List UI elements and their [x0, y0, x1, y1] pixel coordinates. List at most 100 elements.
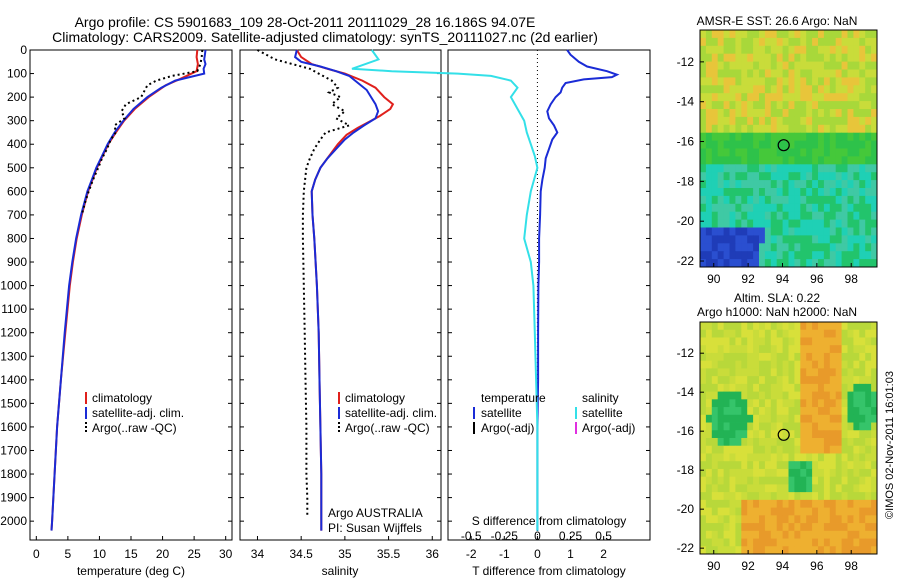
map-cell	[776, 538, 783, 547]
map-cell	[770, 476, 778, 485]
map-cell	[823, 61, 831, 70]
map-cell	[859, 164, 866, 173]
map-cell	[859, 101, 866, 110]
map-cell	[723, 453, 730, 462]
map-cell	[841, 499, 848, 508]
map-cell	[812, 156, 819, 165]
map-cell	[764, 352, 772, 362]
map-cell	[806, 337, 813, 346]
map-cell	[782, 116, 789, 126]
map-cell	[812, 368, 819, 377]
map-cell	[788, 30, 795, 39]
map-cell	[729, 507, 736, 516]
map-cell	[764, 376, 772, 385]
map-cell	[800, 227, 807, 236]
map-cell	[759, 203, 766, 213]
map-cell	[764, 85, 772, 94]
map-cell	[847, 383, 854, 392]
map-cell	[705, 515, 713, 524]
map-cell	[847, 37, 854, 47]
map-cell	[847, 345, 854, 354]
map-cell	[788, 61, 795, 70]
map-cell	[853, 259, 860, 268]
map-cell	[735, 235, 742, 244]
map-cell	[717, 492, 724, 501]
map-cell	[723, 329, 730, 338]
map-cell	[794, 235, 801, 244]
map-cell	[770, 492, 778, 501]
map-cell	[871, 69, 878, 78]
map-cell	[776, 376, 783, 385]
map-cell	[717, 337, 724, 346]
map-cell	[747, 203, 754, 213]
map-cell	[770, 345, 778, 354]
map-x-tick-label: 98	[845, 272, 859, 286]
map-cell	[753, 468, 760, 478]
map-cell	[723, 368, 730, 377]
map-cell	[729, 453, 736, 462]
map-cell	[812, 523, 819, 532]
map-cell	[812, 461, 819, 470]
map-cell	[829, 85, 837, 94]
map-cell	[829, 203, 837, 213]
map-cell	[812, 499, 819, 508]
annotation-pi: PI: Susan Wijffels	[328, 521, 422, 535]
map-cell	[829, 515, 837, 524]
map-cell	[847, 376, 854, 385]
map-cell	[794, 499, 801, 508]
map-cell	[823, 376, 831, 385]
map-cell	[859, 438, 866, 447]
map-cell	[800, 368, 807, 377]
map-cell	[735, 188, 742, 197]
difference-panel	[447, 49, 651, 541]
map-cell	[747, 499, 754, 508]
map-cell	[759, 345, 766, 354]
map-cell	[841, 484, 848, 493]
map-cell	[753, 391, 760, 400]
map-cell	[711, 345, 719, 354]
map-cell	[700, 360, 707, 369]
map-cell	[853, 430, 860, 439]
map-cell	[841, 438, 848, 447]
depth-tick-label: 1100	[1, 302, 27, 316]
map-cell	[729, 203, 736, 213]
map-cell	[806, 430, 813, 439]
map-cell	[705, 45, 713, 55]
map-cell	[711, 140, 719, 149]
map-cell	[711, 407, 719, 416]
salinity-satellite-line	[293, 49, 380, 531]
map-cell	[782, 251, 789, 260]
map-cell	[818, 203, 825, 213]
map-cell	[776, 352, 783, 362]
map-cell	[859, 329, 866, 338]
map-cell	[711, 61, 719, 70]
map-cell	[764, 53, 772, 62]
map-cell	[741, 523, 748, 532]
map-cell	[806, 399, 813, 408]
map-cell	[865, 30, 872, 39]
map-cell	[711, 438, 719, 447]
map-cell	[859, 407, 866, 416]
map-cell	[871, 211, 878, 220]
map-cell	[865, 85, 872, 94]
map-cell	[735, 391, 742, 400]
map-cell	[812, 124, 819, 134]
map-cell	[806, 69, 813, 78]
map-cell	[806, 368, 813, 377]
map-cell	[812, 203, 819, 213]
map-cell	[723, 383, 730, 392]
map-cell	[800, 376, 807, 385]
map-cell	[800, 132, 807, 141]
map-cell	[747, 148, 754, 157]
map-cell	[717, 172, 724, 181]
map-cell	[700, 345, 707, 354]
t-difference-tick-label: -2	[466, 547, 477, 561]
map-cell	[853, 53, 860, 62]
map-cell	[806, 468, 813, 478]
map-cell	[794, 515, 801, 524]
map-cell	[835, 515, 842, 524]
map-cell	[735, 507, 742, 516]
map-cell	[794, 93, 801, 102]
map-cell	[729, 37, 736, 47]
map-cell	[865, 109, 872, 118]
